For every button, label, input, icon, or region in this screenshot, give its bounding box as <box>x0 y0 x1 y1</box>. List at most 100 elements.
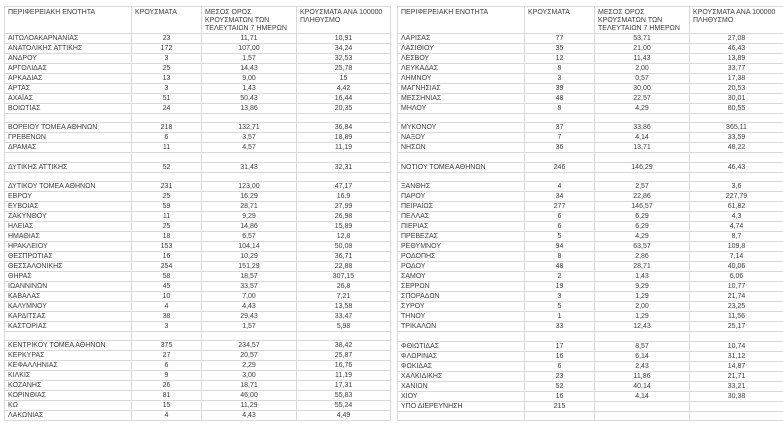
region-cell: ΧΑΝΙΩΝ <box>397 380 525 392</box>
per-100k-cell <box>296 112 391 124</box>
cases-table-left: ΠΕΡΙΦΕΡΕΙΑΚΗ ΕΝΟΤΗΤΑ ΚΡΟΥΣΜΑΤΑ ΜΕΣΟΣ ΟΡΟ… <box>4 6 391 422</box>
cases-cell: 16 <box>131 250 202 262</box>
avg-7day-cell: 1,43 <box>594 271 690 283</box>
avg-7day-cell: 6,29 <box>594 221 690 233</box>
cases-cell: 25 <box>131 63 202 74</box>
region-cell: ΦΩΚΙΔΑΣ <box>397 360 525 372</box>
header-cases: ΚΡΟΥΣΜΑΤΑ <box>131 6 202 34</box>
cases-cell: 15 <box>131 400 202 412</box>
region-cell: ΣΥΡΟΥ <box>397 301 525 313</box>
avg-7day-cell: 30,00 <box>594 83 690 95</box>
table-row: ΤΗΝΟΥ 1 1,29 11,56 <box>397 311 783 323</box>
cases-cell: 4 <box>131 410 202 422</box>
region-cell: ΚΑΣΤΟΡΙΑΣ <box>4 320 132 332</box>
per-100k-cell: 16,76 <box>296 360 391 372</box>
header-per-100k: ΚΡΟΥΣΜΑΤΑ ΑΝΑ 100000 ΠΛΗΘΥΣΜΟ <box>689 6 783 34</box>
per-100k-cell: 61,82 <box>689 201 783 213</box>
table-row: ΑΡΚΑΔΙΑΣ 13 9,00 15 <box>4 73 391 84</box>
avg-7day-cell: 2,86 <box>594 251 690 263</box>
per-100k-cell <box>689 400 783 412</box>
avg-7day-cell: 4,43 <box>201 410 297 422</box>
table-row: ΜΗΛΟΥ 8 4,29 80,55 <box>397 103 783 115</box>
table-row: ΗΛΕΙΑΣ 25 14,86 15,89 <box>4 220 391 232</box>
per-100k-cell: 50,08 <box>296 240 391 252</box>
per-100k-cell <box>689 171 783 183</box>
cases-cell: 27 <box>131 350 202 362</box>
avg-7day-cell: 16,29 <box>201 190 297 202</box>
per-100k-cell: 26,98 <box>296 210 391 222</box>
region-cell: ΔΥΤΙΚΟΥ ΤΟΜΕΑ ΑΘΗΝΩΝ <box>4 180 132 192</box>
per-100k-cell: 11,19 <box>296 370 391 382</box>
region-cell: ΒΟΡΕΙΟΥ ΤΟΜΕΑ ΑΘΗΝΩΝ <box>4 122 132 134</box>
cases-cell: 48 <box>524 93 595 105</box>
region-cell: ΓΡΕΒΕΝΩΝ <box>4 132 132 144</box>
cases-cell: 231 <box>131 180 202 192</box>
covid-regional-cases-table: ΠΕΡΙΦΕΡΕΙΑΚΗ ΕΝΟΤΗΤΑ ΚΡΟΥΣΜΑΤΑ ΜΕΣΟΣ ΟΡΟ… <box>4 6 783 422</box>
avg-7day-cell: 18,71 <box>201 380 297 392</box>
per-100k-cell: 21,71 <box>689 370 783 382</box>
region-cell: ΤΗΝΟΥ <box>397 311 525 323</box>
region-cell: ΜΥΚΟΝΟΥ <box>397 122 525 134</box>
per-100k-cell: 20,35 <box>296 103 391 114</box>
cases-cell: 45 <box>131 280 202 292</box>
header-avg-7day: ΜΕΣΟΣ ΟΡΟΣ ΚΡΟΥΣΜΑΤΩΝ ΤΩΝ ΤΕΛΕΥΤΑΙΩΝ 7 Η… <box>594 6 690 34</box>
region-cell: ΕΒΡΟΥ <box>4 190 132 202</box>
table-row: ΕΥΒΟΙΑΣ 59 28,71 27,99 <box>4 200 391 212</box>
cases-cell: 51 <box>131 93 202 104</box>
per-100k-cell: 22,88 <box>296 260 391 272</box>
per-100k-cell: 4,49 <box>296 410 391 422</box>
avg-7day-cell: 14,43 <box>201 63 297 74</box>
region-cell: ΚΩ <box>4 400 132 412</box>
per-100k-cell: 38,42 <box>296 340 391 352</box>
table-row: ΠΡΕΒΕΖΑΣ 5 4,29 8,7 <box>397 231 783 243</box>
table-row: ΚΙΛΚΙΣ 9 3,00 11,19 <box>4 370 391 382</box>
cases-cell: 58 <box>131 270 202 282</box>
table-row: ΣΑΜΟΥ 2 1,43 6,06 <box>397 271 783 283</box>
cases-cell: 77 <box>524 32 595 45</box>
spacer-row <box>4 330 391 342</box>
per-100k-cell: 31,12 <box>689 350 783 362</box>
avg-7day-cell <box>201 330 297 342</box>
per-100k-cell: 30,01 <box>689 93 783 105</box>
table-row: ΥΠΟ ΔΙΕΡΕΥΝΗΣΗ 215 <box>397 400 783 412</box>
cases-cell: 5 <box>524 301 595 313</box>
avg-7day-cell: 10,29 <box>201 250 297 262</box>
region-cell: ΛΕΣΒΟΥ <box>397 53 525 65</box>
cases-cell <box>131 152 202 163</box>
avg-7day-cell: 132,71 <box>201 122 297 134</box>
avg-7day-cell: 4,29 <box>594 231 690 243</box>
spacer-row <box>397 410 783 422</box>
per-100k-cell: 48,22 <box>689 142 783 154</box>
table-row: ΙΩΑΝΝΙΝΩΝ 45 33,57 26,8 <box>4 280 391 292</box>
per-100k-cell: 3,6 <box>689 181 783 193</box>
cases-cell: 246 <box>524 161 595 173</box>
header-region: ΠΕΡΙΦΕΡΕΙΑΚΗ ΕΝΟΤΗΤΑ <box>4 6 132 34</box>
table-row: ΤΡΙΚΑΛΩΝ 33 12,43 25,17 <box>397 321 783 333</box>
avg-7day-cell: 22,86 <box>594 191 690 203</box>
cases-cell: 1 <box>524 311 595 323</box>
avg-7day-cell: 2,29 <box>201 360 297 372</box>
region-cell: ΗΛΕΙΑΣ <box>4 220 132 232</box>
region-cell: ΚΑΡΔΙΤΣΑΣ <box>4 310 132 322</box>
region-cell: ΠΙΕΡΙΑΣ <box>397 221 525 233</box>
avg-7day-cell <box>201 152 297 163</box>
region-cell: ΚΟΡΙΝΘΙΑΣ <box>4 390 132 402</box>
per-100k-cell: 33,77 <box>689 63 783 75</box>
cases-cell: 24 <box>131 103 202 114</box>
table-row: ΛΕΣΒΟΥ 12 11,43 13,89 <box>397 53 783 65</box>
per-100k-cell: 18,89 <box>296 132 391 144</box>
table-row: ΚΑΒΑΛΑΣ 10 7,00 7,21 <box>4 290 391 302</box>
per-100k-cell: 13,58 <box>296 300 391 312</box>
table-row: ΠΕΛΛΑΣ 6 6,29 4,3 <box>397 211 783 223</box>
cases-cell: 13 <box>131 73 202 84</box>
avg-7day-cell: 12,43 <box>594 321 690 333</box>
avg-7day-cell: 3,57 <box>201 132 297 144</box>
per-100k-cell: 6,06 <box>689 271 783 283</box>
cases-cell <box>131 171 202 182</box>
region-cell: ΑΧΑΪΑΣ <box>4 93 132 104</box>
region-cell <box>4 152 132 163</box>
header-per-100k: ΚΡΟΥΣΜΑΤΑ ΑΝΑ 100000 ΠΛΗΘΥΣΜΟ <box>296 6 391 34</box>
spacer-row <box>397 113 783 124</box>
region-cell <box>4 112 132 124</box>
avg-7day-cell: 1,29 <box>594 291 690 303</box>
